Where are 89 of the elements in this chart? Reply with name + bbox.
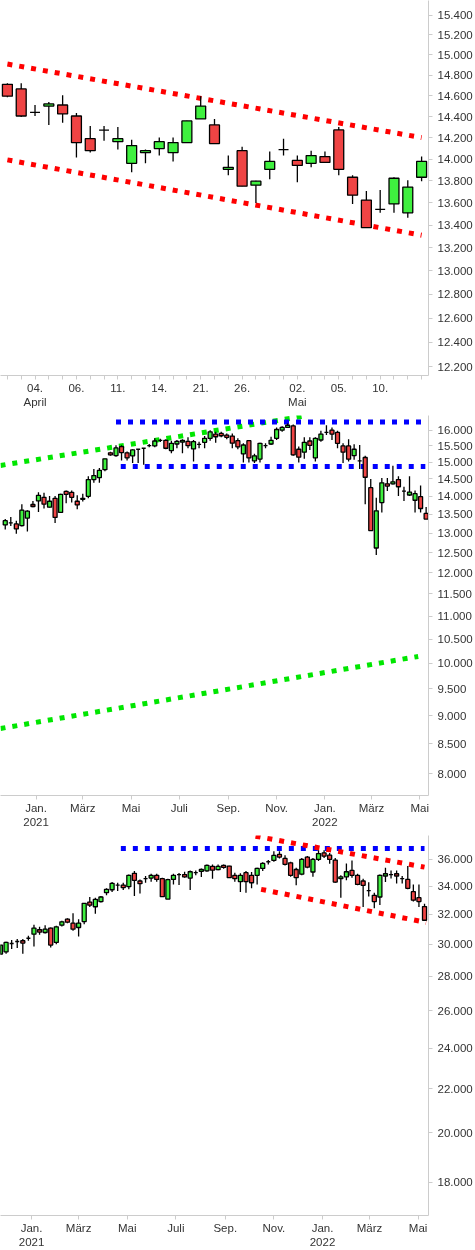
x-tick-label: 14.: [151, 381, 168, 394]
y-tick-label: 12.200: [437, 360, 473, 373]
y-tick-label: 15.400: [437, 9, 473, 22]
candlestick: [167, 136, 179, 163]
x-tick-label: 06.: [68, 381, 85, 394]
candlestick: [222, 154, 234, 176]
y-tick-label: 9.000: [437, 709, 467, 722]
x-tick-label: Juli: [167, 1221, 185, 1234]
y-tick-label: 8.500: [437, 737, 467, 750]
x-tick-label: 26.: [234, 381, 251, 394]
y-tick-label: 11.500: [437, 587, 472, 600]
y-tick-label: 15.000: [437, 48, 473, 61]
candlestick: [29, 104, 41, 117]
y-tick-label: 14.600: [437, 89, 473, 102]
x-tick-label: 04. April: [23, 381, 47, 408]
x-tick-label: März: [358, 801, 385, 814]
y-tick-label: 34.000: [437, 880, 473, 893]
x-tick-label: Jan. 2021: [18, 1221, 45, 1248]
x-tick-label: Mai: [410, 801, 430, 814]
y-tick-label: 10.500: [437, 633, 473, 646]
y-tick-label: 8.000: [437, 767, 467, 780]
candlestick: [126, 139, 138, 173]
x-tick-label: 11.: [110, 381, 126, 394]
y-tick-label: 32.000: [437, 908, 473, 921]
x-tick-label: Sep.: [216, 801, 241, 814]
y-tick-label: 9.500: [437, 682, 467, 695]
y-tick-label: 13.500: [437, 508, 473, 521]
y-tick-label: 10.000: [437, 657, 473, 670]
y-tick-label: 12.800: [437, 288, 473, 301]
x-tick-label: Nov.: [265, 801, 288, 814]
y-tick-label: 13.400: [437, 219, 473, 232]
y-tick-label: 11.000: [437, 610, 472, 623]
y-tick-label: 14.200: [437, 131, 473, 144]
x-tick-label: 10.: [372, 381, 389, 394]
y-tick-label: 13.000: [437, 527, 473, 540]
candlestick: [291, 154, 303, 183]
candlestick: [84, 125, 96, 154]
candlestick: [57, 94, 69, 124]
y-tick-label: 15.200: [437, 28, 473, 41]
x-tick-label: 02. Mai: [288, 381, 307, 408]
y-tick-label: 12.600: [437, 312, 473, 325]
y-tick-label: 22.000: [437, 1082, 473, 1095]
y-tick-label: 36.000: [437, 853, 473, 866]
y-tick-label: 12.400: [437, 336, 473, 349]
candlestick: [264, 150, 276, 180]
y-tick-label: 15.000: [437, 456, 473, 469]
x-tick-label: Jan. 2022: [309, 1221, 336, 1248]
x-tick-label: 05.: [330, 381, 347, 394]
x-tick-label: März: [356, 1221, 383, 1234]
x-tick-label: Mai: [121, 801, 141, 814]
x-tick-label: Nov.: [262, 1221, 286, 1234]
candlestick: [374, 189, 386, 214]
y-tick-label: 24.000: [437, 1042, 473, 1055]
y-tick-label: 12.500: [437, 546, 473, 559]
y-tick-label: 13.000: [437, 264, 473, 277]
y-tick-label: 13.200: [437, 241, 473, 254]
x-tick-label: Mai: [117, 1221, 137, 1234]
x-tick-label: 21.: [192, 381, 209, 394]
x-tick-label: Mai: [408, 1221, 428, 1234]
y-tick-label: 13.600: [437, 196, 473, 209]
y-tick-label: 12.000: [437, 566, 473, 579]
candlestick: [208, 118, 221, 145]
y-tick-label: 20.000: [437, 1126, 473, 1139]
y-tick-label: 28.000: [437, 970, 473, 983]
x-tick-label: März: [70, 801, 96, 814]
y-tick-label: 16.000: [437, 424, 473, 437]
x-tick-label: März: [65, 1221, 92, 1234]
candlestick: [98, 125, 110, 142]
x-tick-label: Jan. 2021: [23, 801, 49, 828]
y-tick-label: 14.000: [437, 490, 473, 503]
x-tick-label: Juli: [170, 801, 188, 814]
candlestick: [195, 95, 207, 120]
y-tick-label: 15.500: [437, 439, 473, 452]
candlestick: [362, 455, 368, 505]
candlestick: [415, 155, 428, 182]
y-tick-label: 14.800: [437, 69, 473, 82]
y-tick-label: 14.500: [437, 472, 473, 485]
y-tick-label: 14.400: [437, 110, 473, 123]
y-tick-label: 13.800: [437, 174, 473, 187]
y-tick-label: 26.000: [437, 1004, 473, 1017]
candlestick: [43, 101, 55, 126]
x-tick-label: Sep.: [213, 1221, 238, 1234]
candlestick: [112, 126, 124, 151]
x-tick-label: Jan. 2022: [312, 801, 338, 828]
candlestick: [181, 120, 193, 144]
y-tick-label: 30.000: [437, 938, 473, 951]
candlestick: [346, 174, 359, 205]
y-tick-label: 18.000: [437, 1176, 473, 1189]
y-tick-label: 14.000: [437, 153, 473, 166]
